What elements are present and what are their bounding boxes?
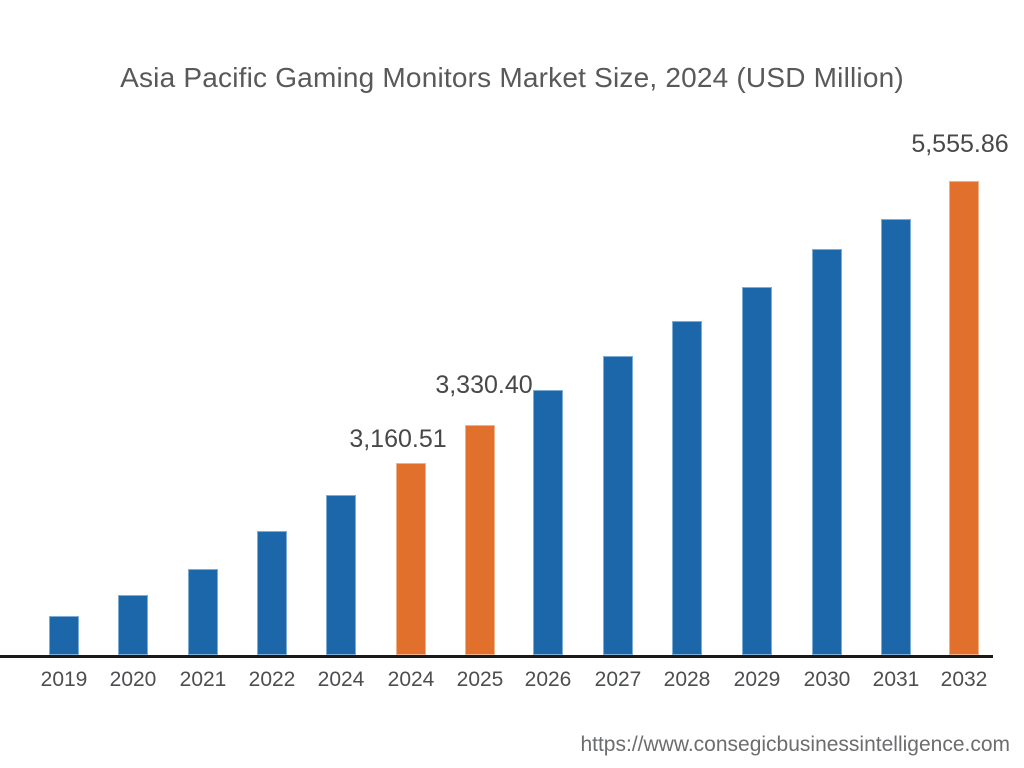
x-axis-label-2024: 2024: [387, 668, 435, 691]
bar-2022: [257, 531, 287, 655]
bar-2030: [812, 249, 842, 655]
x-axis-label-2020: 2020: [109, 668, 157, 691]
x-axis-label-2022: 2022: [248, 668, 296, 691]
x-axis-label-2024: 2024: [317, 668, 365, 691]
bar-2024-highlight: [396, 463, 426, 655]
bar-2025-highlight: [465, 425, 495, 655]
bar-2021: [188, 569, 218, 655]
bar-value-label-2024: 3,160.51: [349, 425, 447, 453]
bar-value-label-2032: 5,555.86: [911, 130, 1009, 158]
bar-2019: [49, 616, 79, 655]
bar-2020: [118, 595, 148, 655]
x-axis-label-2026: 2026: [524, 668, 572, 691]
chart-title: Asia Pacific Gaming Monitors Market Size…: [120, 62, 904, 93]
x-axis-label-2025: 2025: [456, 668, 504, 691]
bar-2024: [326, 495, 356, 655]
x-axis-label-2028: 2028: [663, 668, 711, 691]
x-axis-label-2021: 2021: [179, 668, 227, 691]
bar-2028: [672, 321, 702, 655]
bar-2032-highlight: [949, 181, 979, 655]
bar-2031: [881, 219, 911, 655]
x-axis-label-2029: 2029: [733, 668, 781, 691]
x-axis-label-2019: 2019: [40, 668, 88, 691]
bar-2027: [603, 356, 633, 655]
bar-2029: [742, 287, 772, 655]
bar-2026: [533, 390, 563, 655]
x-axis-label-2030: 2030: [803, 668, 851, 691]
x-axis-line: [0, 655, 993, 658]
x-axis-label-2031: 2031: [872, 668, 920, 691]
x-axis-label-2027: 2027: [594, 668, 642, 691]
source-url: https://www.consegicbusinessintelligence…: [580, 733, 1010, 756]
x-axis-label-2032: 2032: [940, 668, 988, 691]
bar-value-label-2025: 3,330.40: [435, 371, 533, 399]
